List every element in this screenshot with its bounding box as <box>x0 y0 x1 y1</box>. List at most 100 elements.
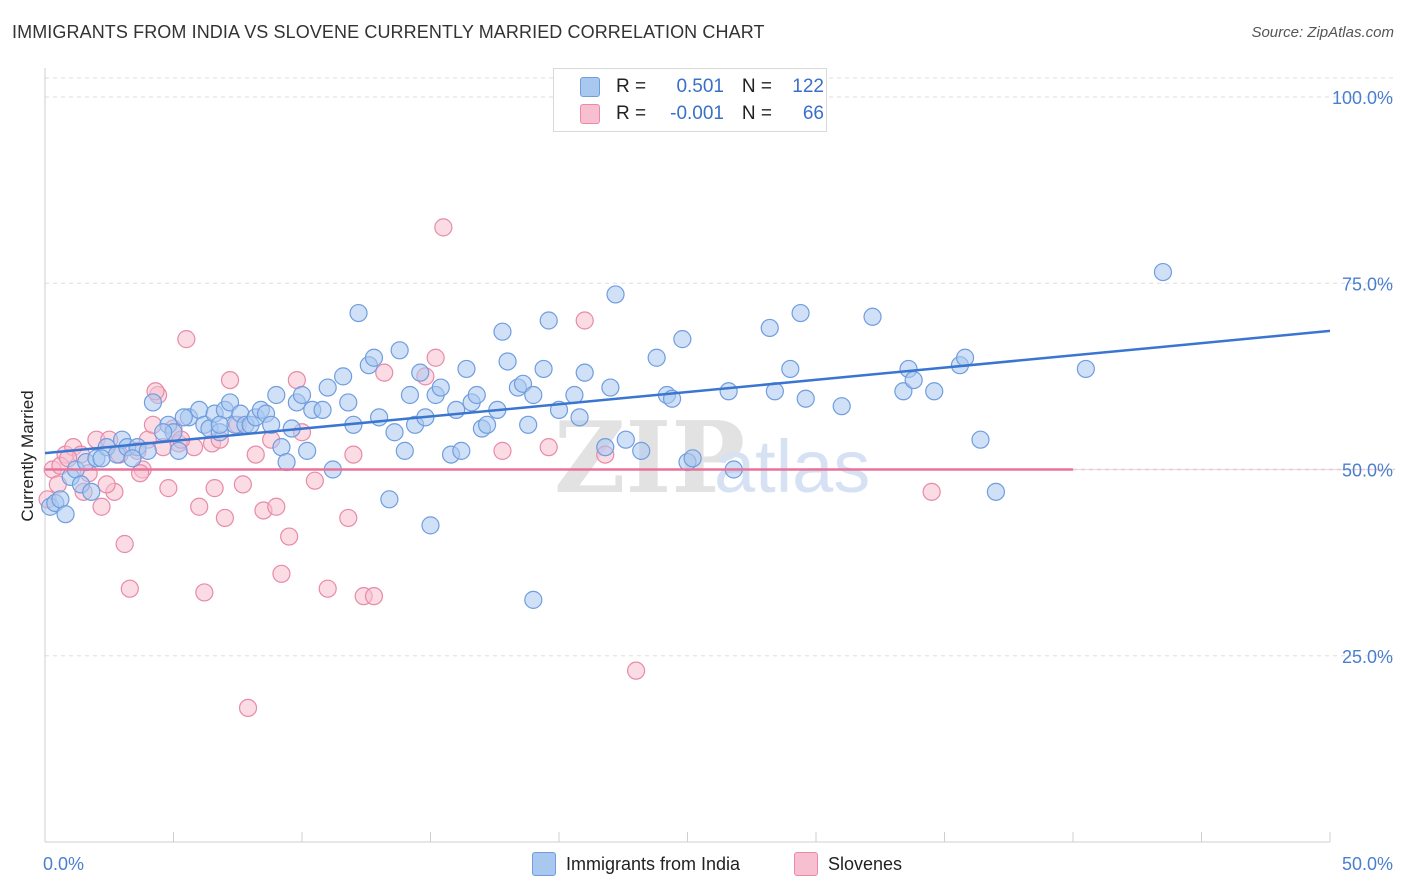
data-point <box>493 441 512 460</box>
data-point <box>298 441 317 460</box>
data-point <box>493 322 512 341</box>
data-point <box>318 579 337 598</box>
data-point <box>97 475 116 494</box>
data-point <box>922 482 941 501</box>
data-point <box>596 438 615 457</box>
data-point <box>344 445 363 464</box>
data-point <box>539 311 558 330</box>
data-point <box>513 374 533 393</box>
data-point <box>601 378 620 397</box>
tick-labels: 100.0% 75.0% 50.0% 25.0% 0.0% 50.0% <box>43 88 1393 874</box>
data-point <box>1076 359 1095 379</box>
data-point <box>524 590 543 609</box>
r-label: R = <box>616 103 647 124</box>
r-label: R = <box>616 76 647 97</box>
source-label: Source: ZipAtlas.com <box>1251 24 1394 41</box>
r-value: -0.001 <box>670 103 724 124</box>
x-tick-label: 0.0% <box>43 854 84 874</box>
data-point <box>220 371 240 390</box>
data-point <box>925 382 944 401</box>
data-point <box>120 579 139 598</box>
data-point <box>570 408 589 427</box>
data-point <box>210 415 229 434</box>
data-point <box>143 393 163 412</box>
india-trendline <box>44 329 1331 455</box>
india-swatch <box>580 77 600 97</box>
data-point <box>154 423 173 442</box>
data-point <box>760 318 779 338</box>
data-point <box>390 341 409 360</box>
gridlines <box>45 77 1395 657</box>
data-point <box>575 311 594 330</box>
data-point <box>238 698 258 718</box>
data-point <box>863 307 882 326</box>
data-point <box>457 359 476 379</box>
data-point <box>313 400 332 419</box>
stats-row-india: R = 0.501 N = 122 <box>580 74 824 100</box>
data-point <box>115 534 134 554</box>
y-axis-label: Currently Married <box>18 390 37 521</box>
data-point <box>955 348 975 367</box>
n-label: N = <box>741 103 772 124</box>
data-point <box>130 464 150 483</box>
india-legend-label: Immigrants from India <box>566 853 741 874</box>
data-point <box>339 393 358 412</box>
data-point <box>267 497 286 516</box>
data-point <box>683 449 702 468</box>
data-point <box>123 449 142 468</box>
n-value: 122 <box>792 76 824 97</box>
data-point <box>272 564 291 583</box>
data-point <box>400 385 420 405</box>
legend-item-india[interactable]: Immigrants from India <box>532 852 740 876</box>
data-point <box>215 508 234 528</box>
data-point <box>524 385 543 405</box>
trendlines <box>44 329 1395 471</box>
data-point <box>334 367 353 386</box>
n-value: 66 <box>802 103 824 124</box>
data-point <box>534 359 553 379</box>
stats-legend: R = 0.501 N = 122 R = -0.001 N = 66 <box>553 68 827 132</box>
india-points <box>41 262 1173 609</box>
data-point <box>375 363 394 382</box>
data-point <box>971 430 990 449</box>
data-point <box>92 449 111 468</box>
data-point <box>233 475 252 494</box>
data-point <box>632 441 651 460</box>
data-point <box>195 583 214 602</box>
data-point <box>467 385 486 405</box>
y-tick-label: 25.0% <box>1342 647 1393 667</box>
slovenes-legend-swatch <box>794 852 818 876</box>
data-point <box>647 348 666 367</box>
y-tick-label: 100.0% <box>1332 88 1393 108</box>
data-point <box>159 479 178 498</box>
data-point <box>832 397 851 416</box>
data-point <box>349 303 368 323</box>
data-point <box>380 490 399 509</box>
data-point <box>477 415 497 434</box>
data-point <box>205 479 224 498</box>
chart-title: IMMIGRANTS FROM INDIA VS SLOVENE CURRENT… <box>12 22 765 42</box>
data-point <box>434 218 453 237</box>
data-point <box>452 441 471 460</box>
data-point <box>904 371 923 390</box>
data-point <box>56 505 75 524</box>
y-tick-label: 50.0% <box>1342 461 1393 481</box>
data-point <box>262 415 281 434</box>
data-point <box>220 393 240 412</box>
data-point <box>719 382 738 401</box>
axes <box>44 68 1331 843</box>
slovenes-swatch <box>580 104 600 124</box>
data-point <box>796 389 815 408</box>
data-point <box>616 430 635 449</box>
data-point <box>318 378 337 397</box>
data-point <box>565 385 584 405</box>
data-point <box>174 408 193 427</box>
legend-item-slovenes[interactable]: Slovenes <box>794 852 902 876</box>
india-legend-swatch <box>532 852 556 876</box>
data-point <box>82 482 101 501</box>
data-point <box>498 352 517 371</box>
data-point <box>519 415 538 434</box>
data-point <box>673 330 692 349</box>
data-point <box>986 482 1006 501</box>
data-point <box>606 285 625 304</box>
